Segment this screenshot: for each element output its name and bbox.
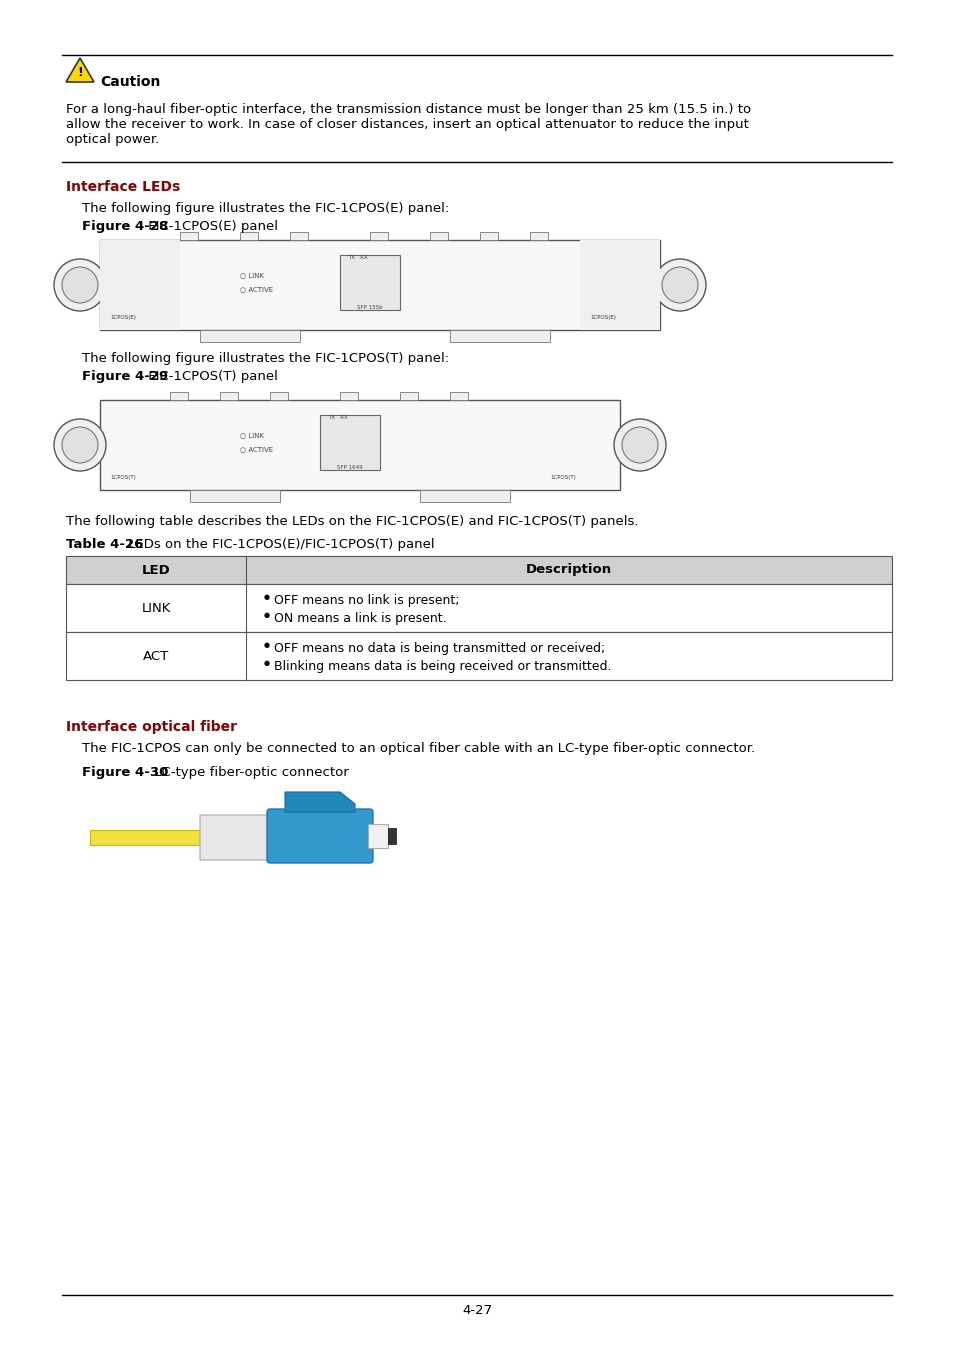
Text: Blinking means data is being received or transmitted.: Blinking means data is being received or… [274,660,611,674]
Text: 1CPOS(T): 1CPOS(T) [550,475,576,481]
Bar [290,232,308,240]
Bar [200,329,299,342]
Text: ●: ● [264,660,270,666]
Bar [319,414,379,470]
Bar [530,232,547,240]
Text: TX   RX: TX RX [348,255,367,261]
Bar [66,632,891,680]
Bar [399,392,417,400]
Text: Interface LEDs: Interface LEDs [66,180,180,194]
Text: FIC-1CPOS(T) panel: FIC-1CPOS(T) panel [144,370,277,383]
Text: LINK: LINK [141,602,171,614]
Text: For a long-haul fiber-optic interface, the transmission distance must be longer : For a long-haul fiber-optic interface, t… [66,103,750,146]
Text: LED: LED [141,563,171,576]
Text: The following table describes the LEDs on the FIC-1CPOS(E) and FIC-1CPOS(T) pane: The following table describes the LEDs o… [66,514,638,528]
Text: SFP 155b: SFP 155b [356,305,382,310]
Text: OFF means no link is present;: OFF means no link is present; [274,594,459,608]
Bar [170,392,188,400]
Bar [100,240,180,329]
Text: The FIC-1CPOS can only be connected to an optical fiber cable with an LC-type fi: The FIC-1CPOS can only be connected to a… [82,743,755,755]
Circle shape [54,259,106,310]
Circle shape [62,427,98,463]
Text: ○ LINK: ○ LINK [240,271,264,278]
Text: Table 4-26: Table 4-26 [66,539,143,551]
Bar [180,232,198,240]
Bar [419,490,510,502]
Text: TX   RX: TX RX [328,414,348,420]
Text: LC-type fiber-optic connector: LC-type fiber-optic connector [150,765,349,779]
Bar [450,329,550,342]
Bar [339,392,357,400]
Text: ○ LINK: ○ LINK [240,432,264,437]
Text: The following figure illustrates the FIC-1CPOS(T) panel:: The following figure illustrates the FIC… [82,352,449,365]
Text: Figure 4-30: Figure 4-30 [82,765,168,779]
Bar [100,240,659,329]
Text: OFF means no data is being transmitted or received;: OFF means no data is being transmitted o… [274,643,604,655]
Text: ○ ACTIVE: ○ ACTIVE [240,446,273,452]
Text: ●: ● [264,612,270,618]
FancyBboxPatch shape [267,809,373,863]
Bar [450,392,468,400]
Text: 1CPOS(E): 1CPOS(E) [110,315,135,320]
Text: ●: ● [264,594,270,599]
Bar [66,585,891,632]
Circle shape [661,267,698,302]
Text: LEDs on the FIC-1CPOS(E)/FIC-1CPOS(T) panel: LEDs on the FIC-1CPOS(E)/FIC-1CPOS(T) pa… [124,539,435,551]
Text: Interface optical fiber: Interface optical fiber [66,720,236,734]
Bar [430,232,448,240]
Circle shape [621,427,658,463]
Bar [579,240,659,329]
Text: ○ ACTIVE: ○ ACTIVE [240,286,273,292]
Bar [270,392,288,400]
Text: FIC-1CPOS(E) panel: FIC-1CPOS(E) panel [144,220,277,234]
Circle shape [654,259,705,310]
Text: 1CPOS(E): 1CPOS(E) [589,315,616,320]
Bar [220,392,237,400]
Circle shape [54,418,106,471]
Text: ACT: ACT [143,649,169,663]
Polygon shape [200,815,319,860]
Bar [240,232,257,240]
Text: 1CPOS(T): 1CPOS(T) [110,475,135,481]
Text: Figure 4-28: Figure 4-28 [82,220,168,234]
Text: Description: Description [525,563,612,576]
Text: Caution: Caution [100,76,160,89]
Text: !: ! [77,66,83,78]
Text: ON means a link is present.: ON means a link is present. [274,612,446,625]
Circle shape [614,418,665,471]
Text: 4-27: 4-27 [461,1304,492,1316]
Text: ●: ● [264,643,270,648]
Bar [388,828,395,844]
Bar [190,490,280,502]
Bar [479,232,497,240]
Text: SFP 1649: SFP 1649 [336,464,362,470]
Bar [339,255,399,310]
Circle shape [62,267,98,302]
Polygon shape [285,792,355,811]
Text: Figure 4-29: Figure 4-29 [82,370,168,383]
Polygon shape [66,58,94,82]
Text: The following figure illustrates the FIC-1CPOS(E) panel:: The following figure illustrates the FIC… [82,202,449,215]
Bar [368,824,388,848]
Bar [370,232,388,240]
Bar [100,400,619,490]
Bar [66,556,891,585]
Polygon shape [90,830,230,845]
